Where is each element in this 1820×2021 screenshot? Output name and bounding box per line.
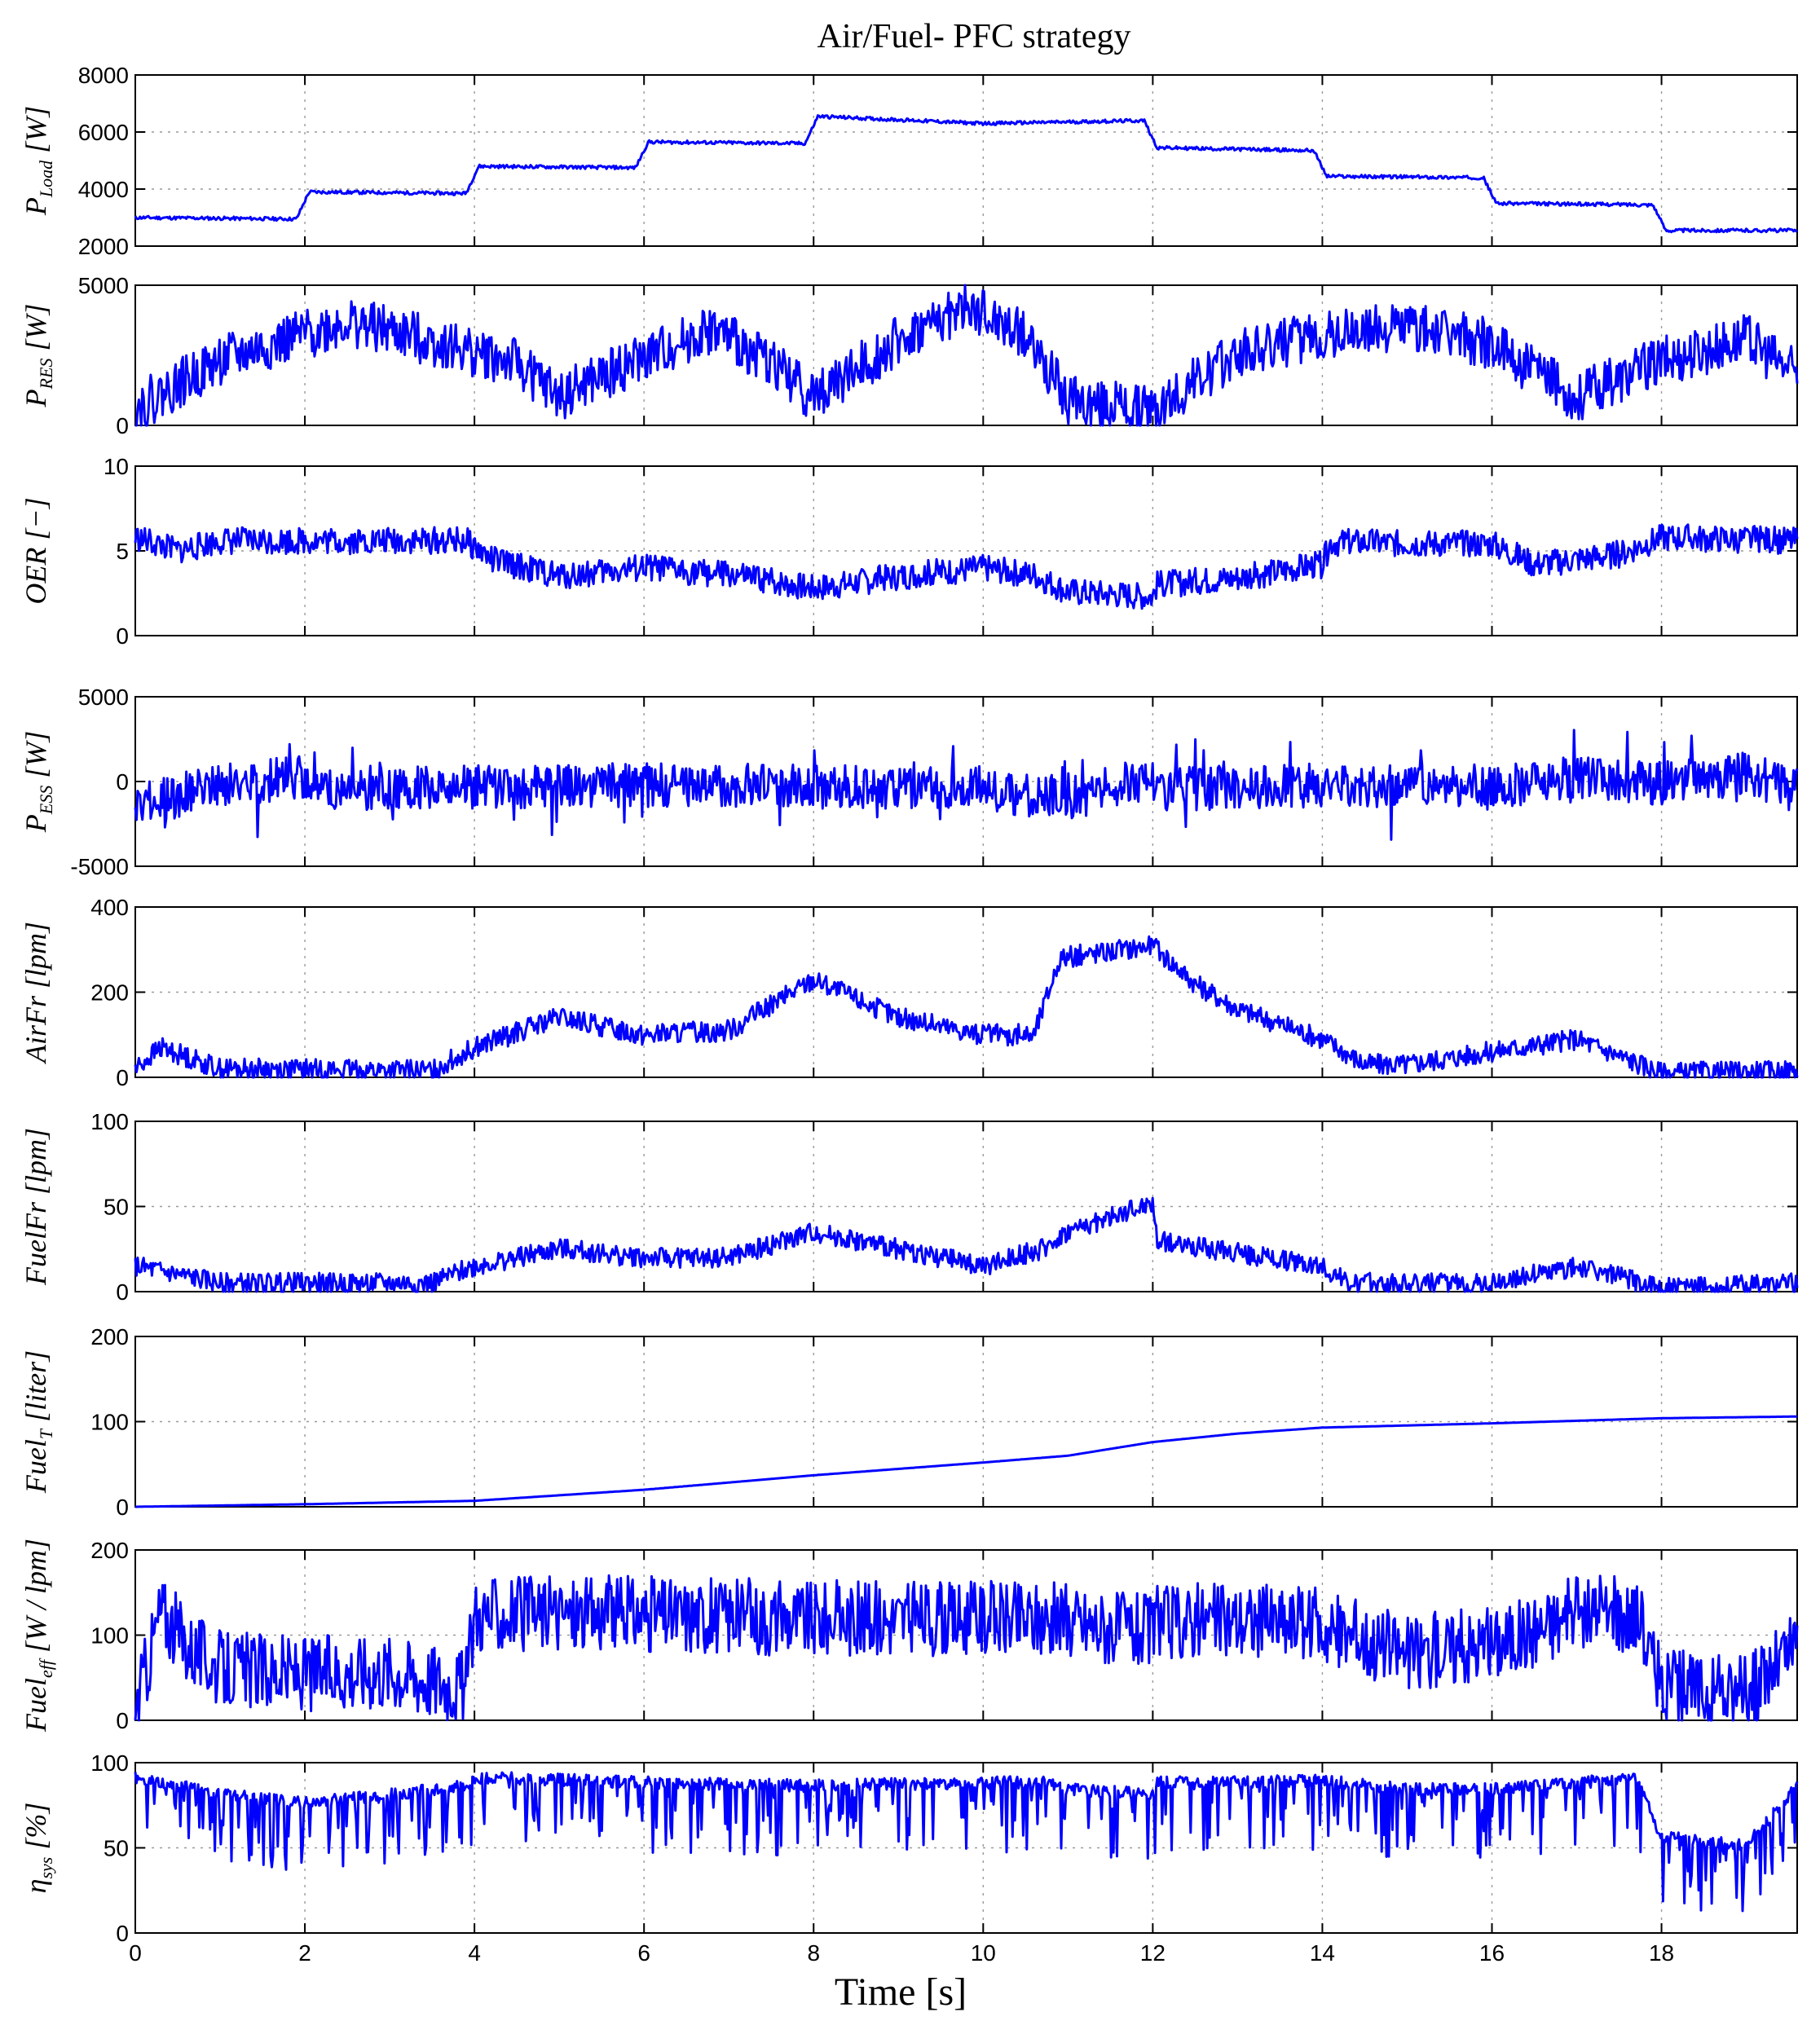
y-label-subscript: RES bbox=[36, 359, 56, 390]
y-tick-label: 0 bbox=[116, 623, 129, 649]
y-tick-label: 8000 bbox=[78, 63, 129, 88]
y-axis-label-etasys: ηsys [%] bbox=[20, 1803, 56, 1894]
series-line-fuelt bbox=[135, 1415, 1797, 1508]
x-tick-label: 10 bbox=[971, 1940, 996, 1966]
y-tick-label: 6000 bbox=[78, 120, 129, 145]
y-label-main: P bbox=[20, 197, 52, 216]
panel-pload: 2000 4000 6000 8000 PLoad [W] bbox=[20, 63, 1798, 259]
y-label-subscript: sys bbox=[36, 1857, 56, 1879]
y-tick-label: 50 bbox=[104, 1195, 129, 1220]
series-line-airfr bbox=[134, 935, 1799, 1079]
series-line-oer bbox=[134, 523, 1799, 610]
y-label-main: P bbox=[20, 814, 52, 833]
y-label-unit: [liter] bbox=[20, 1350, 52, 1429]
y-axis-label-airfr: AirFr [lpm] bbox=[20, 922, 52, 1064]
y-tick-label: 0 bbox=[116, 1065, 129, 1090]
y-label-unit: [W] bbox=[20, 731, 52, 786]
y-axis-label-fueleff: Fueleff [W / lpm] bbox=[20, 1539, 56, 1733]
y-axis-label-pload: PLoad [W] bbox=[20, 106, 56, 216]
y-label-unit: [−] bbox=[20, 497, 52, 547]
x-tick-label: 2 bbox=[298, 1940, 311, 1966]
panel-oer: 0 5 10 OER [−] bbox=[20, 454, 1799, 649]
y-label-subscript: Load bbox=[36, 160, 56, 198]
y-tick-label: 2000 bbox=[78, 234, 129, 259]
y-axis-label-pres: PRES [W] bbox=[20, 304, 56, 408]
y-label-unit: [lpm] bbox=[20, 922, 52, 996]
y-tick-label: 100 bbox=[90, 1623, 129, 1649]
y-tick-label: 0 bbox=[116, 1279, 129, 1305]
y-axis-label-fuelt: FuelT [liter] bbox=[20, 1350, 56, 1494]
y-label-main: Fuel bbox=[20, 1678, 52, 1733]
y-tick-label: 5000 bbox=[78, 273, 129, 298]
x-tick-label: 18 bbox=[1649, 1940, 1674, 1966]
series-line-fuelfr bbox=[134, 1196, 1799, 1293]
series-line-pload bbox=[134, 114, 1798, 234]
panel-pess: -5000 0 5000 PESS [W] bbox=[20, 685, 1799, 879]
y-tick-label: 5000 bbox=[78, 685, 129, 710]
chart-title: Air/Fuel- PFC strategy bbox=[817, 18, 1131, 55]
y-label-unit: [%] bbox=[20, 1803, 52, 1857]
plot-frame-airfr bbox=[134, 906, 1798, 1078]
x-tick-label: 12 bbox=[1140, 1940, 1166, 1966]
y-axis-label-fuelfr: FuelFr [lpm] bbox=[20, 1128, 52, 1286]
y-tick-label: 200 bbox=[90, 1538, 129, 1563]
y-tick-label: 0 bbox=[116, 1708, 129, 1733]
y-label-subscript: ESS bbox=[36, 786, 56, 815]
series-line-fueleff bbox=[134, 1574, 1799, 1722]
y-tick-label: 100 bbox=[90, 1410, 129, 1435]
y-label-subscript: T bbox=[36, 1428, 56, 1439]
panel-pres: 0 5000 PRES [W] bbox=[20, 273, 1799, 438]
series-line-pess bbox=[134, 729, 1799, 841]
panel-fueleff: 0 100 200 Fueleff [W / lpm] bbox=[20, 1538, 1799, 1733]
panel-airfr: 0 200 400 AirFr [lpm] bbox=[20, 895, 1799, 1090]
series-line-etasys bbox=[134, 1771, 1799, 1913]
y-tick-label: 0 bbox=[116, 1921, 129, 1946]
series-line-pres bbox=[135, 284, 1799, 427]
y-tick-label: 10 bbox=[104, 454, 129, 479]
panel-etasys: 0 50 100 ηsys [%] 0 2 4 6 8 10 12 14 16 18 bbox=[20, 1750, 1799, 1966]
y-axis-label-pess: PESS [W] bbox=[20, 731, 56, 833]
x-tick-label: 4 bbox=[468, 1940, 481, 1966]
y-label-unit: [W / lpm] bbox=[20, 1539, 52, 1660]
y-tick-label: -5000 bbox=[70, 854, 129, 879]
x-tick-label: 16 bbox=[1479, 1940, 1505, 1966]
y-axis-label-oer: OER [−] bbox=[20, 497, 52, 604]
x-tick-label: 14 bbox=[1310, 1940, 1335, 1966]
x-axis-label: Time [s] bbox=[835, 1970, 967, 2014]
y-tick-label: 5 bbox=[116, 539, 129, 564]
y-label-main: P bbox=[20, 389, 52, 407]
x-tick-label: 6 bbox=[637, 1940, 650, 1966]
x-tick-label: 8 bbox=[807, 1940, 820, 1966]
y-label-subscript: eff bbox=[36, 1658, 56, 1678]
y-tick-label: 200 bbox=[90, 980, 129, 1006]
y-tick-label: 0 bbox=[116, 413, 129, 438]
y-tick-label: 0 bbox=[116, 769, 129, 795]
y-tick-label: 100 bbox=[90, 1109, 129, 1134]
y-label-main: AirFr bbox=[20, 995, 52, 1064]
y-label-unit: [W] bbox=[20, 304, 52, 359]
y-label-unit: [W] bbox=[20, 106, 52, 161]
y-label-main: OER bbox=[20, 548, 52, 605]
x-tick-label: 0 bbox=[129, 1940, 142, 1966]
y-label-main: FuelFr bbox=[20, 1201, 52, 1286]
y-label-unit: [lpm] bbox=[20, 1128, 52, 1202]
y-tick-label: 400 bbox=[90, 895, 129, 920]
panel-fuelt: 0 100 200 FuelT [liter] bbox=[20, 1324, 1798, 1520]
y-label-main: Fuel bbox=[20, 1439, 52, 1494]
panel-fuelfr: 0 50 100 FuelFr [lpm] bbox=[20, 1109, 1799, 1305]
y-tick-label: 100 bbox=[90, 1750, 129, 1776]
y-tick-label: 200 bbox=[90, 1324, 129, 1350]
y-tick-label: 50 bbox=[104, 1836, 129, 1861]
plot-frame-pload bbox=[134, 74, 1798, 247]
y-tick-label: 0 bbox=[116, 1495, 129, 1520]
y-tick-label: 4000 bbox=[78, 177, 129, 202]
y-label-main: η bbox=[20, 1879, 52, 1894]
